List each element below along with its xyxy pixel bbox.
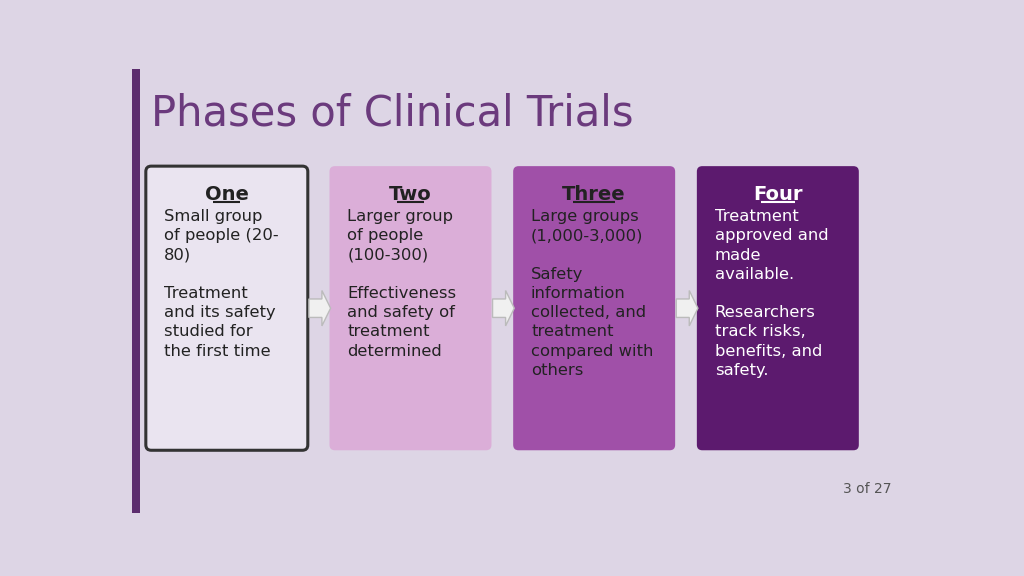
Text: Small group
of people (20-
80)

Treatment
and its safety
studied for
the first t: Small group of people (20- 80) Treatment… bbox=[164, 209, 279, 359]
Text: Treatment
approved and
made
available.

Researchers
track risks,
benefits, and
s: Treatment approved and made available. R… bbox=[715, 209, 828, 378]
Polygon shape bbox=[493, 290, 514, 326]
FancyBboxPatch shape bbox=[697, 166, 859, 450]
Text: Three: Three bbox=[562, 185, 626, 204]
Text: Larger group
of people
(100-300)

Effectiveness
and safety of
treatment
determin: Larger group of people (100-300) Effecti… bbox=[347, 209, 457, 359]
Text: Four: Four bbox=[753, 185, 803, 204]
Polygon shape bbox=[309, 290, 331, 326]
Text: Large groups
(1,000-3,000)

Safety
information
collected, and
treatment
compared: Large groups (1,000-3,000) Safety inform… bbox=[531, 209, 653, 378]
Polygon shape bbox=[676, 290, 698, 326]
Text: Phases of Clinical Trials: Phases of Clinical Trials bbox=[152, 93, 634, 135]
Text: One: One bbox=[205, 185, 249, 204]
FancyBboxPatch shape bbox=[330, 166, 492, 450]
Bar bbox=[132, 69, 139, 513]
Text: 3 of 27: 3 of 27 bbox=[843, 482, 891, 496]
FancyBboxPatch shape bbox=[145, 166, 308, 450]
FancyBboxPatch shape bbox=[513, 166, 675, 450]
Text: Two: Two bbox=[389, 185, 432, 204]
